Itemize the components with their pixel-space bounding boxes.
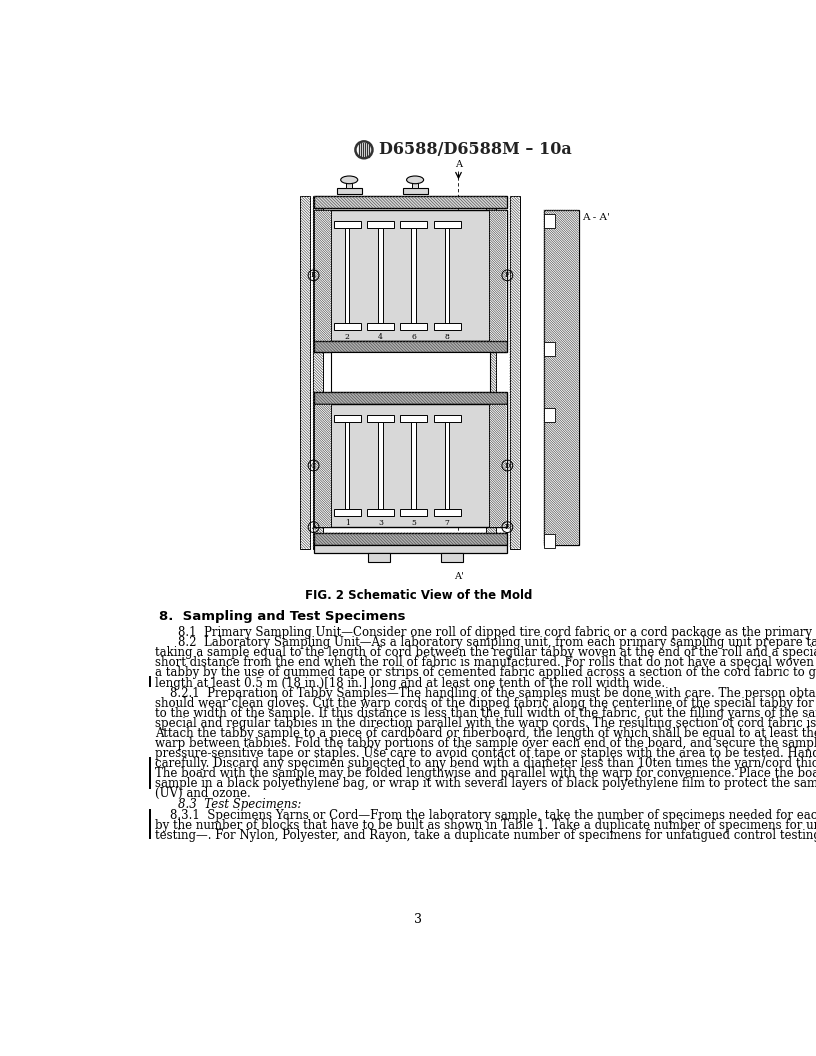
Bar [149,757,151,768]
Text: 5: 5 [411,520,416,527]
Bar [433,509,461,516]
Text: 4: 4 [378,333,383,341]
Bar [543,213,555,228]
Bar [334,221,361,228]
Bar [346,181,353,188]
Text: F: F [505,271,510,280]
Bar [433,221,461,228]
Text: length at least 0.5 m (18 in.)[18 in.] long and at least one tenth of the roll w: length at least 0.5 m (18 in.)[18 in.] l… [155,677,665,690]
Bar [314,545,507,552]
Bar [314,532,507,545]
Text: taking a sample equal to the length of cord between the regular tabby woven at t: taking a sample equal to the length of c… [155,646,816,659]
Bar [490,210,507,341]
Bar [445,421,449,509]
Bar [314,393,507,404]
Bar [368,552,389,562]
Text: 8.  Sampling and Test Specimens: 8. Sampling and Test Specimens [158,610,405,623]
Text: short distance from the end when the roll of fabric is manufactured. For rolls t: short distance from the end when the rol… [155,657,816,670]
Bar [149,809,151,838]
Bar [401,415,428,421]
Text: The board with the sample may be folded lengthwise and parallel with the warp fo: The board with the sample may be folded … [155,768,816,780]
Bar [334,323,361,329]
Bar [314,341,507,353]
Text: 8.3.1  Specimens Yarns or Cord—From the laboratory sample, take the number of sp: 8.3.1 Specimens Yarns or Cord—From the l… [155,809,816,822]
Text: A: A [455,161,462,169]
Text: 2: 2 [345,333,350,341]
Bar [344,421,349,509]
Bar [401,221,428,228]
Text: 7: 7 [445,520,450,527]
Bar [378,228,383,323]
Ellipse shape [341,176,357,184]
Text: warp between tabbies. Fold the tabby portions of the sample over each end of the: warp between tabbies. Fold the tabby por… [155,737,816,751]
Bar [543,408,555,421]
Text: pressure-sensitive tape or staples. Use care to avoid contact of tape or staples: pressure-sensitive tape or staples. Use … [155,748,816,760]
Bar [367,221,394,228]
Text: carefully. Discard any specimen subjected to any bend with a diameter less than : carefully. Discard any specimen subjecte… [155,757,816,770]
Bar [314,210,507,341]
Text: D6588/D6588M – 10a: D6588/D6588M – 10a [379,142,572,158]
Bar [337,188,361,194]
Text: 3: 3 [378,520,384,527]
Text: sample in a black polyethylene bag, or wrap it with several layers of black poly: sample in a black polyethylene bag, or w… [155,777,816,790]
Bar [331,353,490,393]
Text: testing—. For Nylon, Polyester, and Rayon, take a duplicate number of specimens : testing—. For Nylon, Polyester, and Rayo… [155,829,816,842]
Text: to the width of the sample. If this distance is less than the full width of the : to the width of the sample. If this dist… [155,708,816,720]
Bar [367,509,394,516]
Text: 8.3  Test Specimens:: 8.3 Test Specimens: [178,798,301,811]
Text: A': A' [454,571,463,581]
Bar [543,342,555,356]
Text: A - A': A - A' [583,213,610,222]
Ellipse shape [406,176,424,184]
Bar [314,196,507,208]
Text: a tabby by the use of gummed tape or strips of cemented fabric applied across a : a tabby by the use of gummed tape or str… [155,666,816,679]
Text: 8: 8 [445,333,450,341]
Text: E: E [311,271,316,280]
Bar [314,404,331,527]
Bar [412,181,418,188]
Bar [314,404,507,527]
Text: 8.2  Laboratory Sampling Unit—As a laboratory sampling unit, from each primary s: 8.2 Laboratory Sampling Unit—As a labora… [178,637,816,649]
Text: 8.2.1  Preparation of Tabby Samples—The handling of the samples must be done wit: 8.2.1 Preparation of Tabby Samples—The h… [155,687,816,700]
Bar [441,552,463,562]
Bar [367,323,394,329]
Text: by the number of blocks that have to be built as shown in Table 1. Take a duplic: by the number of blocks that have to be … [155,819,816,832]
Bar [510,196,520,549]
Text: (UV) and ozone.: (UV) and ozone. [155,788,251,800]
Bar [149,676,151,686]
Bar [149,768,151,789]
Text: 6: 6 [411,333,416,341]
Text: A: A [311,523,316,531]
Bar [401,323,428,329]
Text: 1: 1 [345,520,350,527]
Text: 8.1  Primary Sampling Unit—Consider one roll of dipped tire cord fabric or a cor: 8.1 Primary Sampling Unit—Consider one r… [178,625,816,639]
Bar [486,196,496,549]
Text: Attach the tabby sample to a piece of cardboard or fiberboard, the length of whi: Attach the tabby sample to a piece of ca… [155,728,816,740]
Bar [334,509,361,516]
Bar [401,509,428,516]
Bar [490,404,507,527]
Bar [433,323,461,329]
Bar [543,534,555,548]
Bar [367,415,394,421]
Bar [300,196,310,549]
Bar [433,415,461,421]
Text: C: C [311,461,316,470]
Text: special and regular tabbies in the direction parallel with the warp cords. The r: special and regular tabbies in the direc… [155,717,816,731]
Text: B: B [505,523,510,531]
Bar [403,188,428,194]
Text: D: D [504,461,510,470]
Text: 3: 3 [415,913,422,926]
Bar [411,228,416,323]
Bar [313,196,323,549]
Text: should wear clean gloves. Cut the warp cords of the dipped fabric along the cent: should wear clean gloves. Cut the warp c… [155,697,816,711]
Bar [445,228,449,323]
Bar [334,415,361,421]
Bar [411,421,416,509]
Bar [344,228,349,323]
Bar [378,421,383,509]
Text: FIG. 2 Schematic View of the Mold: FIG. 2 Schematic View of the Mold [304,589,532,602]
Bar [314,210,331,341]
Bar [543,210,579,545]
